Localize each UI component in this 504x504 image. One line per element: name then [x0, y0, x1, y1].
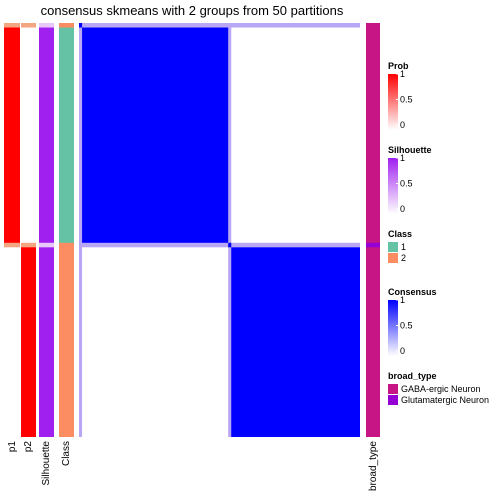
legend-colorbar-silhouette: [388, 158, 398, 214]
silhouette-column-group-2: [39, 245, 54, 437]
legend-label-class: 2: [401, 253, 406, 263]
legend-swatch-class: [388, 253, 398, 263]
column-label-class: Class: [61, 441, 72, 466]
silhouette-column-group-1: [39, 23, 54, 246]
legend-swatch-broad-type: [388, 384, 398, 394]
chart-title: consensus skmeans with 2 groups from 50 …: [41, 3, 344, 18]
legend-title-consensus: Consensus: [388, 287, 437, 297]
column-label-silhouette: Silhouette: [41, 441, 52, 486]
legend-colorbar-consensus: [388, 300, 398, 356]
legend-swatch-class: [388, 242, 398, 252]
diagonal-cell-top: [79, 23, 83, 28]
class-column-group-2: [59, 245, 74, 437]
p2-column-group-1: [21, 23, 36, 246]
diagonal-cell-boundary: [228, 242, 232, 248]
broad-type-column: [366, 23, 380, 437]
annotation-columns: [4, 23, 380, 437]
legend-tick-consensus: 1: [400, 295, 405, 305]
consensus-block-class-2: [229, 245, 360, 437]
consensus-block-class-1: [79, 23, 230, 246]
consensus-matrix: [79, 23, 360, 437]
p2-column-group-2: [21, 245, 36, 437]
legend-tick-consensus: 0.5: [400, 321, 413, 331]
outlier-column-left: [79, 23, 83, 437]
legend-tick-silhouette: 0: [400, 204, 405, 214]
class-column-boundary-row: [59, 242, 74, 248]
legend-tick-prob: 0.5: [400, 95, 413, 105]
legend-label-broad-type: Glutamatergic Neuron: [401, 395, 489, 405]
legend-tick-consensus: 0: [400, 346, 405, 356]
column-labels: p1 p2 Silhouette Class broad_type: [7, 441, 379, 491]
legend-panel: Prob10.50Silhouette10.50Class12Consensus…: [388, 61, 489, 405]
p2-column-boundary-row: [21, 242, 36, 248]
outlier-row-top: [79, 23, 360, 28]
legend-tick-silhouette: 0.5: [400, 179, 413, 189]
outlier-row-boundary: [79, 242, 360, 248]
legend-colorbar-prob: [388, 74, 398, 130]
p1-column-boundary-row: [4, 242, 20, 248]
column-label-p1: p1: [7, 441, 18, 453]
legend-title-prob: Prob: [388, 61, 409, 71]
silhouette-column-first-row: [39, 23, 54, 28]
legend-label-class: 1: [401, 242, 406, 252]
legend-tick-prob: 1: [400, 69, 405, 79]
broad-type-glutamatergic-row: [366, 242, 380, 248]
outlier-column-boundary: [228, 23, 232, 437]
p1-column-group-2: [4, 245, 20, 437]
legend-tick-silhouette: 1: [400, 153, 405, 163]
p1-column-group-1: [4, 23, 20, 246]
legend-title-broad-type: broad_type: [388, 371, 437, 381]
legend-title-silhouette: Silhouette: [388, 145, 432, 155]
class-column-group-1: [59, 23, 74, 246]
silhouette-column-boundary-row: [39, 242, 54, 248]
column-label-p2: p2: [23, 441, 34, 453]
class-column-first-row: [59, 23, 74, 28]
legend-label-broad-type: GABA-ergic Neuron: [401, 384, 481, 394]
column-label-broad-type: broad_type: [368, 441, 379, 491]
p2-column-first-row: [21, 23, 36, 28]
legend-tick-prob: 0: [400, 120, 405, 130]
legend-swatch-broad-type: [388, 395, 398, 405]
p1-column-first-row: [4, 23, 20, 28]
legend-title-class: Class: [388, 229, 412, 239]
